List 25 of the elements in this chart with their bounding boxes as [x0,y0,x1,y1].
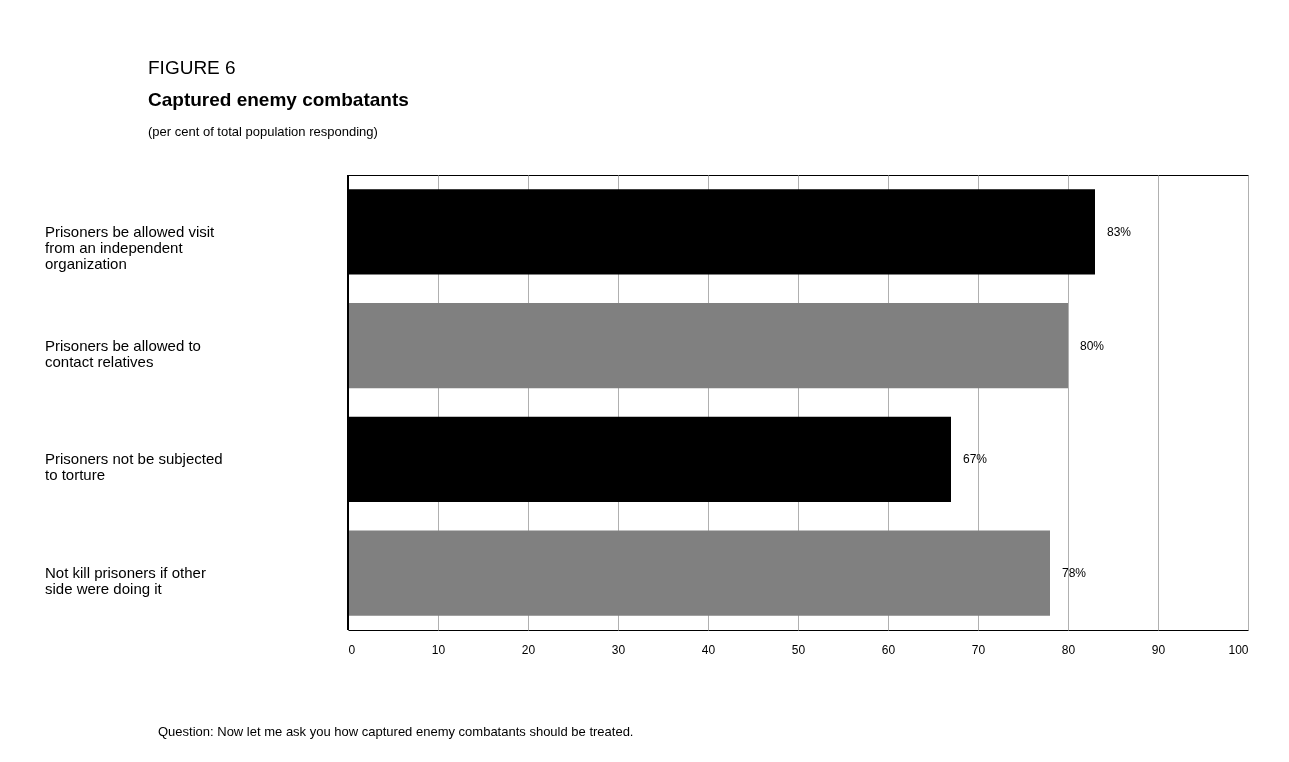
x-tick-label: 80 [1061,642,1076,657]
y-tick-label: Prisoners be allowed to contact relatives [45,336,201,370]
x-tick-label: 70 [971,642,986,657]
bar [348,530,1050,616]
x-tick-label: 100 [1228,642,1249,657]
x-tick-label: 30 [611,642,626,657]
y-tick-label: Not kill prisoners if other side were doing it [45,564,206,598]
x-tick-label: 50 [791,642,806,657]
chart-subtitle: (per cent of total population responding) [148,124,378,139]
data-label: 80% [1080,338,1105,353]
x-tick-label: 90 [1151,642,1166,657]
caption: FIGURE 6 [148,57,236,78]
x-tick-label: 60 [881,642,896,657]
data-label: 67% [963,452,988,467]
x-tick-label: 10 [431,642,446,657]
x-tick-label: 20 [521,642,536,657]
text: Question: Now let me ask you how captured enemy combatants should be treated. [158,724,634,739]
x-tick-label: 40 [701,642,716,657]
y-tick-label: Prisoners not be subjected to torture [45,450,223,484]
x-tick-label: 0 [348,642,356,657]
chart-title: Captured enemy combatants [148,89,409,110]
data-label: 78% [1062,566,1087,581]
y-tick-label: Prisoners be allowed visit from an independent organization [45,222,216,272]
data-label: 83% [1107,224,1132,239]
bar [348,302,1068,389]
